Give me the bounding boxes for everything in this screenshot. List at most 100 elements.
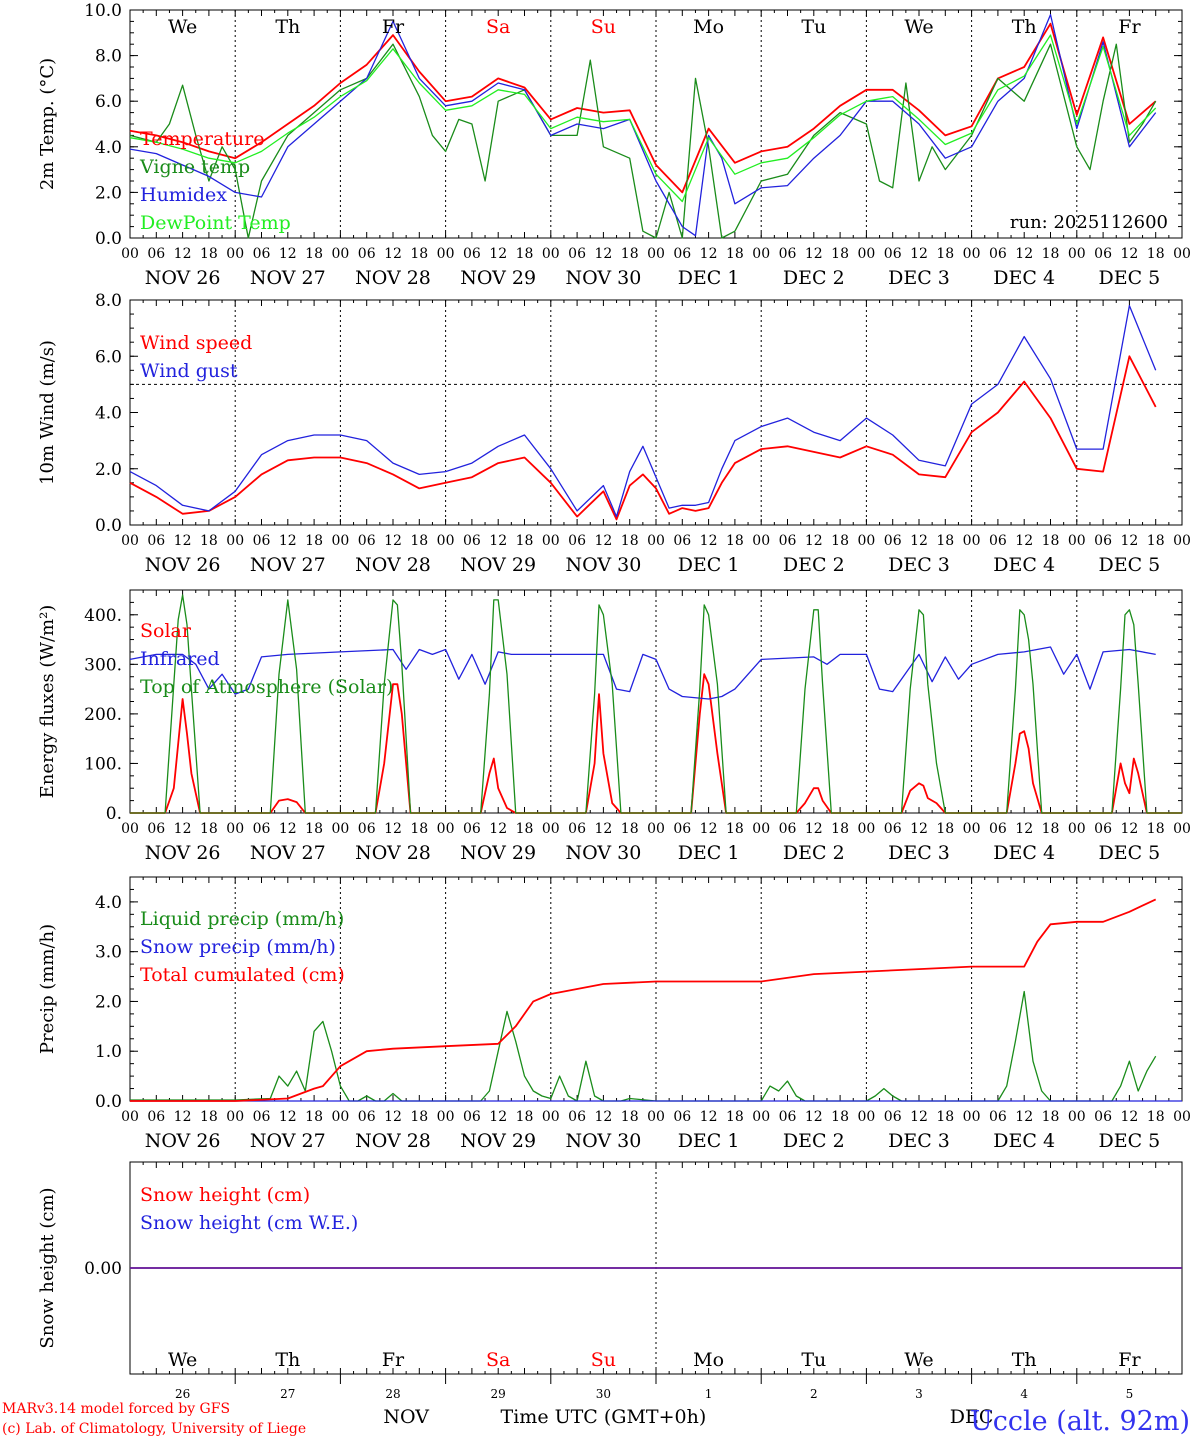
hour-tick-label: 12 xyxy=(489,1109,507,1125)
hour-tick-label: 00 xyxy=(1068,1109,1086,1125)
series-line-humidex xyxy=(129,13,1157,237)
date-label: DEC 5 xyxy=(1099,267,1161,289)
date-label: NOV 26 xyxy=(145,267,221,289)
hour-tick-label: 12 xyxy=(594,1109,612,1125)
y-tick-label: 4.0 xyxy=(95,893,122,913)
hour-tick-label: 18 xyxy=(1042,533,1060,549)
hour-tick-label: 12 xyxy=(594,533,612,549)
date-label: NOV 30 xyxy=(565,1130,641,1152)
y-tick-label: 8.0 xyxy=(95,291,122,311)
legend-entry: Vigne temp xyxy=(139,156,250,178)
hour-tick-label: 12 xyxy=(805,1109,823,1125)
hour-tick-label: 18 xyxy=(305,246,323,262)
hour-tick-label: 18 xyxy=(936,1109,954,1125)
legend-entry: Top of Atmosphere (Solar) xyxy=(140,676,393,698)
weekday-label: Mo xyxy=(693,1349,724,1371)
legend-entry: DewPoint Temp xyxy=(140,212,291,234)
month-label: DEC xyxy=(950,1406,994,1428)
day-number-label: 1 xyxy=(705,1387,713,1401)
weekday-label: We xyxy=(168,16,197,38)
hour-tick-label: 00 xyxy=(963,533,981,549)
hour-tick-label: 00 xyxy=(542,821,560,837)
y-tick-label: 100. xyxy=(84,754,122,774)
hour-tick-label: 12 xyxy=(1120,1109,1138,1125)
hour-tick-label: 12 xyxy=(700,1109,718,1125)
hour-tick-label: 00 xyxy=(437,821,455,837)
hour-tick-label: 06 xyxy=(884,246,902,262)
legend-entry: Snow height (cm W.E.) xyxy=(140,1212,358,1234)
hour-tick-label: 00 xyxy=(963,246,981,262)
hour-tick-label: 06 xyxy=(1094,533,1112,549)
date-label: NOV 28 xyxy=(355,554,431,576)
day-number-label: 2 xyxy=(810,1387,818,1401)
hour-tick-label: 18 xyxy=(831,1109,849,1125)
date-label: DEC 4 xyxy=(993,267,1055,289)
legend-entry: Solar xyxy=(140,620,192,642)
hour-tick-label: 18 xyxy=(1042,821,1060,837)
hour-tick-label: 18 xyxy=(305,821,323,837)
hour-tick-label: 00 xyxy=(1173,533,1191,549)
hour-tick-label: 06 xyxy=(358,533,376,549)
hour-tick-label: 06 xyxy=(568,533,586,549)
hour-tick-label: 12 xyxy=(384,246,402,262)
hour-tick-label: 06 xyxy=(989,821,1007,837)
hour-tick-label: 06 xyxy=(884,821,902,837)
hour-tick-label: 06 xyxy=(147,821,165,837)
y-tick-label: 4.0 xyxy=(95,404,122,424)
legend-entry: Snow precip (mm/h) xyxy=(140,936,336,958)
hour-tick-label: 00 xyxy=(1068,821,1086,837)
day-number-label: 28 xyxy=(385,1387,400,1401)
hour-tick-label: 12 xyxy=(174,533,192,549)
series-line-wind-speed xyxy=(129,355,1157,521)
y-tick-label: 2.0 xyxy=(95,183,122,203)
hour-tick-label: 00 xyxy=(121,821,139,837)
hour-tick-label: 00 xyxy=(857,533,875,549)
hour-tick-label: 00 xyxy=(647,1109,665,1125)
date-label: NOV 30 xyxy=(565,267,641,289)
hour-tick-label: 00 xyxy=(752,533,770,549)
weekday-label: Th xyxy=(1012,16,1037,38)
date-label: DEC 3 xyxy=(888,1130,950,1152)
hour-tick-label: 00 xyxy=(1173,821,1191,837)
day-number-label: 26 xyxy=(175,1387,190,1401)
weekday-row-bottom: We 26 Th 27 Fr 28 Sa 29 Su 30 Mo 1 Tu 2 We 3 Th 4 Fr 5 NOV DE… xyxy=(168,1349,1141,1428)
date-label: NOV 27 xyxy=(250,1130,326,1152)
hour-tick-label: 18 xyxy=(516,821,534,837)
hour-tick-label: 06 xyxy=(779,533,797,549)
y-axis-label: 10m Wind (m/s) xyxy=(37,340,58,485)
hour-tick-label: 12 xyxy=(1120,533,1138,549)
hour-tick-label: 00 xyxy=(963,1109,981,1125)
hour-tick-label: 00 xyxy=(857,246,875,262)
hour-tick-label: 06 xyxy=(358,821,376,837)
hour-tick-label: 00 xyxy=(331,533,349,549)
hour-tick-label: 06 xyxy=(673,821,691,837)
hour-tick-label: 00 xyxy=(437,533,455,549)
hour-tick-label: 00 xyxy=(331,246,349,262)
weekday-label: Fr xyxy=(382,1349,405,1371)
hour-tick-label: 06 xyxy=(884,1109,902,1125)
hour-tick-label: 18 xyxy=(1147,246,1165,262)
hour-tick-label: 06 xyxy=(673,1109,691,1125)
hour-tick-label: 12 xyxy=(700,246,718,262)
y-axis-label: 2m Temp. (°C) xyxy=(37,58,58,190)
hour-tick-label: 12 xyxy=(700,821,718,837)
hour-tick-label: 18 xyxy=(200,821,218,837)
y-tick-label: 10.0 xyxy=(84,1,122,21)
weekday-label: Th xyxy=(275,16,300,38)
date-label: NOV 29 xyxy=(460,1130,536,1152)
weekday-label: Su xyxy=(591,1349,616,1371)
weekday-label: We xyxy=(168,1349,197,1371)
hour-tick-label: 06 xyxy=(253,821,271,837)
hour-tick-label: 00 xyxy=(437,1109,455,1125)
y-axis-label: Precip (mm/h) xyxy=(37,924,58,1054)
weekday-label: Th xyxy=(1012,1349,1037,1371)
panel-snow: 0.00 Snow height (cm) Snow height (cm) Snow… xyxy=(37,1161,1183,1375)
hour-tick-label: 12 xyxy=(700,533,718,549)
hour-tick-label: 00 xyxy=(121,1109,139,1125)
hour-tick-label: 18 xyxy=(1042,1109,1060,1125)
hour-tick-label: 12 xyxy=(384,821,402,837)
hour-tick-label: 06 xyxy=(463,533,481,549)
hour-tick-label: 12 xyxy=(805,246,823,262)
hour-tick-label: 12 xyxy=(489,533,507,549)
hour-tick-label: 06 xyxy=(989,246,1007,262)
